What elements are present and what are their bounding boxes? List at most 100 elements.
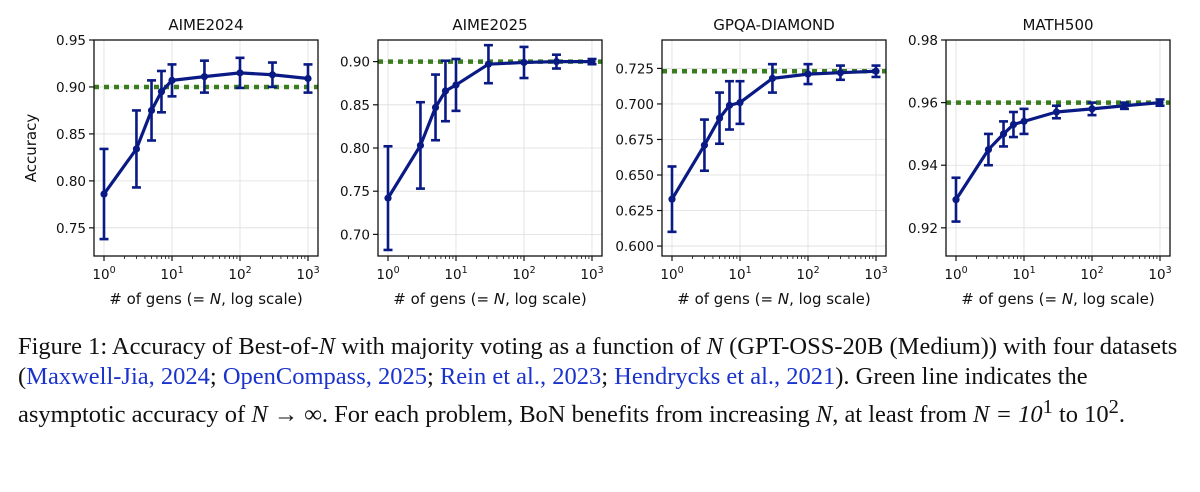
y-tick-label: 0.85 bbox=[56, 127, 86, 143]
y-tick-label: 0.90 bbox=[340, 55, 370, 71]
panel-title: MATH500 bbox=[1022, 16, 1093, 34]
y-tick-label: 0.650 bbox=[615, 168, 654, 184]
x-tick-label: 103 bbox=[864, 265, 887, 283]
data-point bbox=[268, 71, 277, 79]
panel-title: AIME2025 bbox=[452, 16, 527, 34]
figure-caption: Figure 1: Accuracy of Best-of-N with maj… bbox=[18, 332, 1188, 430]
data-point bbox=[441, 87, 450, 95]
x-tick-label: 100 bbox=[92, 265, 115, 283]
series-line bbox=[670, 69, 877, 200]
y-tick-label: 0.600 bbox=[615, 239, 654, 255]
chart-panel-gpqa-diamond: 0.600 0.625 0.650 0.675 0.700 0.725 100 101 102 1… bbox=[615, 16, 887, 308]
data-point bbox=[984, 145, 993, 154]
y-tick-label: 0.75 bbox=[340, 184, 370, 200]
data-point bbox=[416, 141, 425, 150]
y-tick-label: 0.675 bbox=[615, 132, 654, 148]
data-point bbox=[157, 88, 166, 96]
data-point bbox=[431, 103, 440, 111]
caption-text: , at least from bbox=[832, 401, 974, 429]
y-tick-label: 0.80 bbox=[340, 141, 370, 157]
caption-separator: ; bbox=[209, 363, 223, 390]
y-tick-label: 0.725 bbox=[615, 61, 654, 77]
data-point bbox=[1052, 108, 1061, 116]
y-tick-label: 0.75 bbox=[56, 221, 86, 237]
x-tick-label: 102 bbox=[228, 265, 251, 283]
caption-math: N = 10 bbox=[973, 401, 1043, 429]
x-tick-label: 103 bbox=[580, 265, 603, 283]
x-tick-label: 103 bbox=[1148, 265, 1171, 283]
data-point bbox=[452, 81, 460, 89]
data-point bbox=[1020, 117, 1028, 125]
caption-math: N → ∞ bbox=[251, 401, 322, 429]
x-tick-label: 102 bbox=[796, 265, 819, 283]
y-tick-label: 0.95 bbox=[56, 33, 86, 49]
figure-panels: 0.75 0.80 0.85 0.90 0.95 100 101 102 103 AIME2024… bbox=[22, 16, 1172, 308]
x-axis-label: # of gens (= N, log scale) bbox=[677, 290, 871, 308]
y-tick-label: 0.92 bbox=[908, 221, 938, 237]
x-tick-label: 100 bbox=[944, 265, 967, 283]
citation-link[interactable]: Rein et al., 2023 bbox=[439, 363, 602, 390]
x-axis-label: # of gens (= N, log scale) bbox=[393, 290, 587, 308]
chart-panel-aime2025: 0.70 0.75 0.80 0.85 0.90 100 101 102 103 AIME2025… bbox=[340, 16, 604, 308]
data-point bbox=[147, 106, 156, 115]
x-tick-label: 101 bbox=[1012, 265, 1035, 283]
x-tick-label: 103 bbox=[296, 265, 319, 283]
chart-panel-math500: 0.92 0.94 0.96 0.98 100 101 102 103 MATH500 # of … bbox=[908, 16, 1172, 308]
y-tick-label: 0.700 bbox=[615, 97, 654, 113]
data-point bbox=[999, 130, 1008, 138]
data-point bbox=[1120, 102, 1129, 110]
y-tick-label: 0.94 bbox=[908, 158, 938, 174]
y-tick-label: 0.80 bbox=[56, 174, 86, 190]
data-point bbox=[668, 195, 676, 203]
data-point bbox=[1009, 120, 1018, 129]
x-tick-label: 101 bbox=[444, 265, 467, 283]
data-point bbox=[552, 58, 561, 66]
series-line bbox=[102, 71, 309, 195]
caption-separator: ; bbox=[427, 363, 440, 390]
y-tick-label: 0.98 bbox=[908, 33, 938, 49]
y-tick-label: 0.90 bbox=[56, 80, 86, 96]
data-point bbox=[520, 58, 528, 67]
caption-math-n: N bbox=[815, 401, 833, 429]
axes-frame bbox=[93, 39, 319, 257]
data-point bbox=[700, 141, 709, 149]
caption-text: ). Green line indicates the asymptotic a… bbox=[18, 363, 1088, 429]
panel-title: AIME2024 bbox=[168, 16, 243, 34]
axes-frame bbox=[945, 39, 1171, 257]
data-point bbox=[804, 70, 812, 78]
citation-link[interactable]: Hendrycks et al., 2021 bbox=[614, 363, 836, 390]
data-point bbox=[836, 69, 845, 77]
x-axis-label: # of gens (= N, log scale) bbox=[961, 290, 1155, 308]
data-point bbox=[872, 67, 880, 75]
caption-text: to 10 bbox=[1052, 401, 1109, 429]
y-tick-label: 0.625 bbox=[615, 204, 654, 220]
x-tick-label: 102 bbox=[1080, 265, 1103, 283]
citation-link[interactable]: Maxwell-Jia, 2024 bbox=[26, 363, 210, 390]
x-tick-label: 102 bbox=[512, 265, 535, 283]
data-point bbox=[736, 98, 744, 107]
data-point bbox=[132, 145, 141, 153]
data-point bbox=[1088, 105, 1096, 113]
y-tick-label: 0.70 bbox=[340, 227, 370, 243]
caption-math-n: N bbox=[706, 333, 723, 360]
x-tick-label: 100 bbox=[660, 265, 683, 283]
panel-title: GPQA-DIAMOND bbox=[713, 16, 835, 34]
caption-text: . bbox=[1118, 401, 1125, 429]
data-point bbox=[484, 60, 493, 68]
data-point bbox=[768, 74, 777, 82]
data-point bbox=[1156, 99, 1164, 107]
caption-separator: ; bbox=[601, 363, 615, 390]
y-tick-label: 0.96 bbox=[908, 96, 938, 112]
data-point bbox=[304, 74, 312, 83]
citation-link[interactable]: OpenCompass, 2025 bbox=[222, 363, 427, 390]
axes-frame bbox=[661, 39, 887, 257]
data-point bbox=[952, 196, 960, 204]
y-axis-label: Accuracy bbox=[22, 114, 40, 183]
caption-exponent: 1 bbox=[1042, 396, 1053, 418]
caption-text: Accuracy of Best-of- bbox=[107, 333, 319, 360]
x-tick-label: 101 bbox=[160, 265, 183, 283]
data-point bbox=[100, 190, 108, 198]
data-point bbox=[588, 58, 596, 66]
data-point bbox=[715, 114, 724, 122]
caption-math-n: N bbox=[318, 333, 336, 360]
